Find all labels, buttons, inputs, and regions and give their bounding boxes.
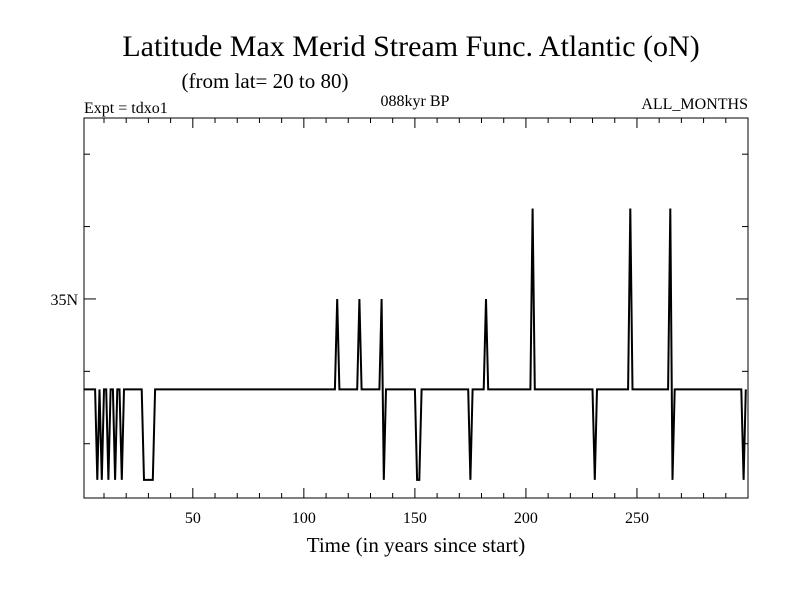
x-axis: 50 100 150 200 250 bbox=[103, 118, 749, 527]
x-tick-label: 200 bbox=[514, 510, 538, 527]
x-tick-label: 50 bbox=[185, 510, 201, 527]
expt-label: Expt = tdxo1 bbox=[84, 100, 168, 117]
x-axis-label: Time (in years since start) bbox=[307, 533, 526, 557]
series-layer bbox=[84, 208, 747, 481]
x-tick-label: 250 bbox=[625, 510, 649, 527]
chart-title: Latitude Max Merid Stream Func. Atlantic… bbox=[122, 30, 699, 63]
plot-frame bbox=[83, 117, 749, 499]
y-tick-label: 35N bbox=[50, 292, 78, 309]
chart-subtitle: (from lat= 20 to 80) bbox=[182, 69, 349, 93]
y-axis: 35N bbox=[50, 153, 748, 445]
months-label: ALL_MONTHS bbox=[641, 96, 748, 113]
period-label: 088kyr BP bbox=[381, 93, 450, 110]
x-tick-label: 150 bbox=[403, 510, 427, 527]
x-tick-label: 100 bbox=[292, 510, 316, 527]
series-line bbox=[84, 208, 747, 481]
